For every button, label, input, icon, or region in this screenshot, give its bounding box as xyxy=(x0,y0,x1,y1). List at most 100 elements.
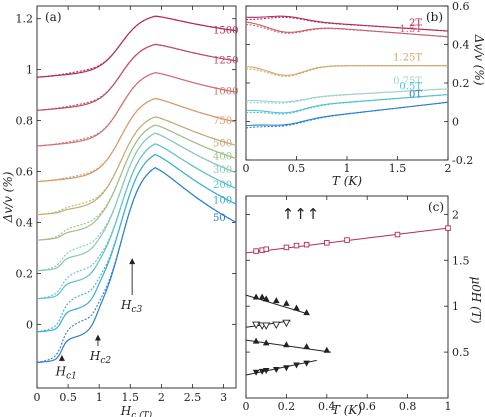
series-line-dashed xyxy=(36,124,237,241)
y-tick-label: 0.2 xyxy=(452,77,470,90)
series-label: 500 xyxy=(213,139,232,150)
data-point xyxy=(324,240,330,246)
y-tick-label: 0.5 xyxy=(452,346,470,359)
x-tick-label: 1.5 xyxy=(122,391,140,404)
y-tick-label: 1.2 xyxy=(16,13,34,26)
y-tick-label: 0 xyxy=(26,318,33,331)
data-point xyxy=(293,304,300,311)
series-line-dashed xyxy=(36,43,237,111)
data-point xyxy=(323,346,331,353)
panel-a: 0 0.5 1 1.5 2 2.5 3 0 0.2 0.4 0.6 0.8 1 1.2 (a) Hc (T) Δ… xyxy=(1,5,238,417)
annotation-label: Hc2 xyxy=(89,349,112,366)
annotation-arrowhead xyxy=(58,354,65,361)
x-tick-label: 0.4 xyxy=(318,400,336,413)
panel-label: (c) xyxy=(428,200,444,214)
panel-label: (b) xyxy=(426,10,443,24)
axes-frame xyxy=(36,5,237,389)
annotation-arrowhead xyxy=(129,258,136,265)
data-point xyxy=(303,241,310,248)
data-point xyxy=(394,231,401,238)
y-tick-label: 0.4 xyxy=(452,39,470,52)
annotation-label: Hc1 xyxy=(55,364,77,381)
x-tick-label: 1 xyxy=(445,400,452,413)
series-label: 0.75T xyxy=(393,76,422,87)
x-tick-label: 0.6 xyxy=(358,400,376,413)
data-point xyxy=(262,339,270,346)
data-point xyxy=(273,297,280,304)
series-label: 1000 xyxy=(213,86,238,97)
series-line xyxy=(36,132,237,272)
y-tick-label: 0 xyxy=(452,116,459,129)
axes-frame xyxy=(245,195,449,399)
series-line-dashed xyxy=(36,15,237,78)
series-line-dashed xyxy=(245,101,449,129)
series-label: 0.5T xyxy=(399,82,422,93)
x-axis-label: T (K) xyxy=(332,403,362,417)
series-label: 1500 xyxy=(213,25,238,36)
series-line-dashed xyxy=(245,65,448,77)
series-line xyxy=(36,143,237,300)
data-point xyxy=(258,293,266,300)
data-point xyxy=(252,337,260,344)
series-label: 400 xyxy=(213,151,232,162)
x-tick-label: 0.5 xyxy=(288,162,306,175)
y-axis-label: Δv/v (%) xyxy=(1,171,15,223)
series-line-dashed xyxy=(245,16,449,32)
annotation-arrowhead xyxy=(94,334,101,341)
data-point xyxy=(303,360,310,367)
series-label: 200 xyxy=(213,180,232,191)
series-line-dashed xyxy=(36,153,237,333)
x-tick-label: 2.5 xyxy=(184,391,202,404)
data-point xyxy=(253,248,259,254)
series-line-dashed xyxy=(245,23,449,38)
data-point xyxy=(262,295,270,302)
panel-b: 0 0.5 1 1.5 2-0.2 0 0.2 0.4 0.6 (b) T (K) Δv/v (%) 2… xyxy=(243,0,485,188)
y-tick-label: 1 xyxy=(26,64,33,77)
panel-label: (a) xyxy=(45,10,62,24)
series-line-dashed xyxy=(245,88,449,104)
series-label: 750 xyxy=(213,116,232,127)
data-point xyxy=(293,242,300,249)
x-tick-label: 1 xyxy=(96,391,103,404)
x-tick-label: 1.5 xyxy=(389,162,407,175)
y-tick-label: 1.5 xyxy=(452,254,470,267)
data-point xyxy=(445,225,451,231)
data-point xyxy=(252,369,260,376)
panel-c: 0 0.2 0.4 0.6 0.8 1 0.5 1 1.5 2 (c) T (K) μ0H (T) ↑↑↑ xyxy=(243,195,483,417)
x-tick-label: 0 xyxy=(34,391,41,404)
x-tick-label: 2 xyxy=(158,391,165,404)
data-point xyxy=(252,321,261,329)
series-line xyxy=(36,72,237,147)
y-tick-label: 1 xyxy=(452,300,459,313)
series-label: 2T xyxy=(409,18,422,29)
data-point xyxy=(283,341,290,348)
data-point xyxy=(263,246,269,253)
series-line xyxy=(245,65,448,76)
data-point xyxy=(262,322,271,330)
x-tick-label: 2 xyxy=(445,162,452,175)
series-line xyxy=(36,97,237,183)
data-point xyxy=(262,367,270,374)
y-tick-label: 0.2 xyxy=(16,267,34,280)
series-line-dashed xyxy=(36,97,237,183)
data-point xyxy=(282,319,291,328)
series-line xyxy=(36,43,237,111)
data-point xyxy=(272,321,281,329)
data-point xyxy=(252,293,260,300)
y-tick-label: 2 xyxy=(452,208,459,221)
series-line xyxy=(36,15,237,78)
series-label: 100 xyxy=(213,195,232,206)
y-tick-label: 0.8 xyxy=(16,115,34,128)
y-tick-label: 0.4 xyxy=(16,216,34,229)
y-tick-label: 0.6 xyxy=(452,0,470,13)
annotation-label: Hc3 xyxy=(120,298,143,315)
x-tick-label: 0 xyxy=(243,400,250,413)
series-label: 0T xyxy=(409,89,422,100)
up-arrows: ↑↑↑ xyxy=(282,205,320,223)
x-axis-label: Hc (T) xyxy=(120,404,153,417)
data-point xyxy=(283,365,290,372)
series-line xyxy=(36,167,237,364)
data-point xyxy=(283,299,290,306)
x-tick-label: 0.5 xyxy=(59,391,77,404)
